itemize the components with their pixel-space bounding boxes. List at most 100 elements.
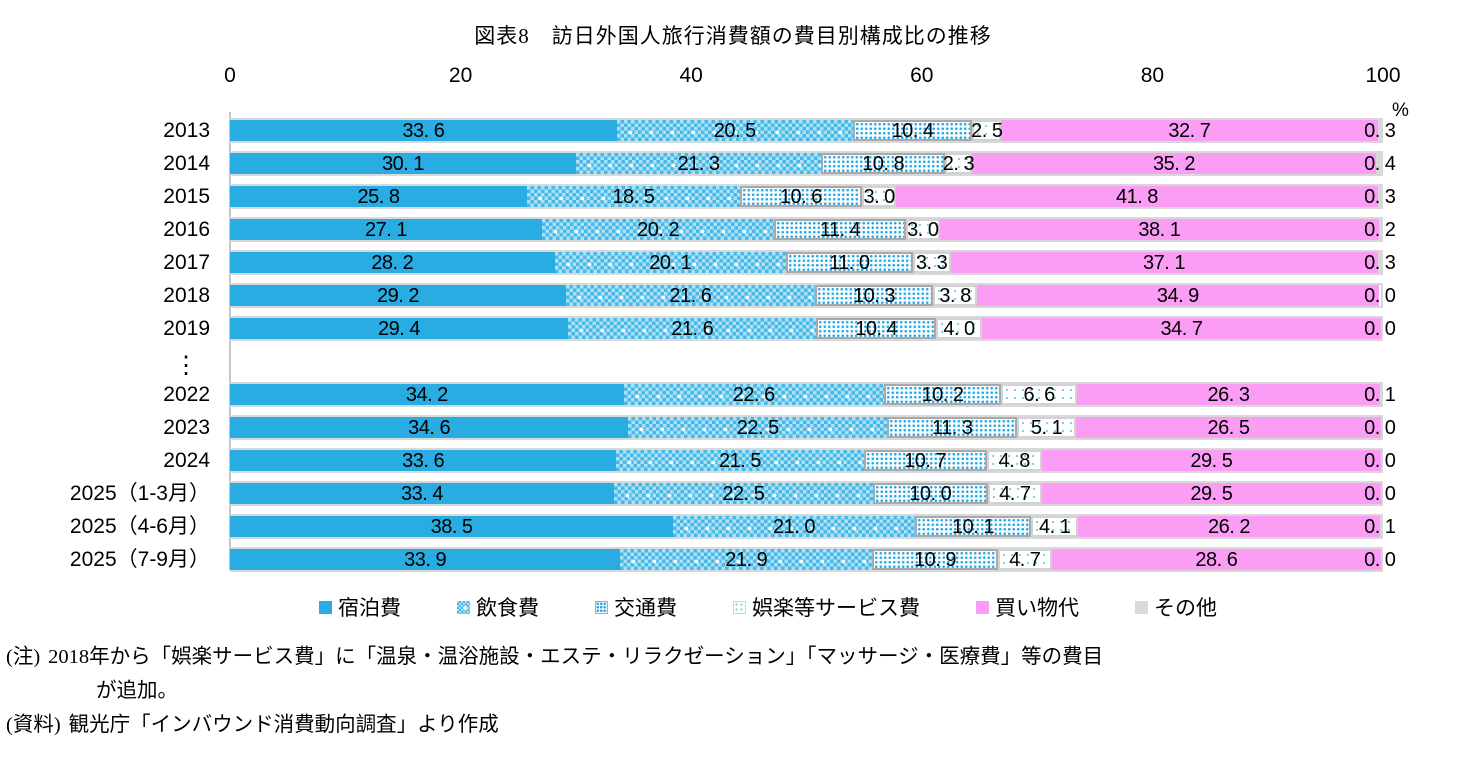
segment-food: 20. 2 (541, 218, 775, 241)
value-label-other: 0. 0 (1364, 482, 1396, 505)
segment-food: 21. 0 (673, 516, 915, 537)
segment-transport: 11. 3 (887, 416, 1018, 439)
value-label: 4. 1 (1038, 515, 1071, 538)
segment-entertainment: 3. 0 (861, 186, 897, 207)
value-label: 34. 7 (1160, 317, 1203, 340)
value-label: 10. 1 (951, 515, 994, 538)
value-label: 38. 5 (430, 515, 473, 538)
bar-row: 2014 30. 1 21. 3 10. 8 2. 3 35. 2 0. 4 (0, 151, 1466, 176)
segment-lodging: 33. 4 (230, 482, 615, 505)
stacked-bar: 25. 8 18. 5 10. 6 3. 0 41. 8 0. 3 (230, 184, 1396, 209)
stacked-bar-chart: 0 20 40 60 80 100 % 2013 33. 6 20. 5 10. 4 2. 5 32… (0, 64, 1466, 572)
segment-entertainment: 3. 0 (905, 218, 941, 241)
segment-transport: 11. 4 (774, 218, 906, 241)
notes: (注) 2018年から「娯楽サービス費」に「温泉・温浴施設・エステ・リラクゼーショ… (0, 640, 1466, 742)
segment-lodging: 29. 4 (230, 318, 569, 339)
segment-entertainment: 3. 8 (933, 285, 977, 306)
segment-entertainment: 4. 7 (987, 483, 1042, 504)
year-label: 2013 (163, 119, 210, 142)
bar-row: 2025（1-3月） 33. 4 22. 5 10. 0 4. 7 29. 5 0. 0 (0, 481, 1466, 506)
value-label: 20. 2 (637, 218, 680, 241)
value-label: 37. 1 (1143, 251, 1185, 274)
value-label: 11. 0 (828, 251, 870, 274)
segment-lodging: 30. 1 (230, 152, 577, 175)
value-label: 30. 1 (382, 152, 425, 175)
legend-item-transport: 交通費 (595, 592, 677, 622)
segment-shopping: 26. 2 (1078, 516, 1380, 537)
value-label: 26. 5 (1207, 416, 1250, 439)
value-label: 20. 5 (713, 119, 756, 142)
figure-title: 図表8 訪日外国人旅行消費額の費目別構成比の推移 (474, 24, 992, 48)
segment-lodging: 34. 2 (230, 384, 624, 405)
value-label-other: 0. 1 (1364, 515, 1396, 538)
value-label: 3. 0 (907, 218, 939, 241)
value-label-other: 0. 0 (1364, 416, 1396, 439)
value-label: 29. 2 (377, 284, 420, 307)
axis-tick: 40 (679, 64, 703, 87)
value-label: 33. 9 (404, 548, 447, 571)
segment-lodging: 33. 9 (230, 548, 621, 571)
stacked-bar: 34. 6 22. 5 11. 3 5. 1 26. 5 0. 0 (230, 415, 1396, 440)
segment-transport: 10. 8 (821, 153, 946, 174)
year-label: 2024 (163, 449, 210, 472)
year-label: 2017 (163, 251, 210, 274)
value-label: 27. 1 (364, 218, 407, 241)
value-label: 35. 2 (1153, 152, 1196, 175)
value-label: 21. 5 (718, 449, 761, 472)
segment-lodging: 28. 2 (230, 252, 555, 273)
stacked-bar: 29. 4 21. 6 10. 4 4. 0 34. 7 0. 0 (230, 316, 1396, 341)
ellipsis-label: ⋮ (174, 351, 198, 379)
segment-shopping: 41. 8 (896, 186, 1378, 207)
value-label: 10. 6 (779, 185, 822, 208)
value-label: 22. 6 (732, 383, 775, 406)
legend-label: その他 (1154, 597, 1217, 620)
segment-entertainment: 6. 6 (1001, 384, 1078, 405)
value-label: 10. 9 (913, 548, 956, 571)
segment-transport: 10. 2 (883, 384, 1002, 405)
value-label: 11. 4 (819, 218, 861, 241)
segment-transport: 10. 6 (739, 185, 862, 208)
value-label: 33. 6 (402, 119, 445, 142)
value-label: 38. 1 (1138, 218, 1181, 241)
segment-transport: 10. 9 (872, 548, 998, 571)
axis-tick: 0 (224, 64, 236, 87)
segment-food: 20. 1 (554, 252, 786, 273)
segment-transport: 10. 7 (863, 450, 987, 471)
stacked-bar: 34. 2 22. 6 10. 2 6. 6 26. 3 0. 1 (230, 382, 1396, 407)
value-label: 33. 4 (401, 482, 444, 505)
segment-transport: 10. 0 (872, 483, 988, 504)
value-label: 21. 3 (677, 152, 720, 175)
value-label-other: 0. 4 (1364, 152, 1396, 175)
value-label-other: 0. 1 (1364, 383, 1396, 406)
value-label: 22. 5 (722, 482, 765, 505)
axis-tick: 60 (910, 64, 934, 87)
segment-shopping: 34. 7 (982, 318, 1381, 339)
legend-swatch-entertainment-icon (733, 600, 746, 614)
segment-food: 21. 6 (568, 318, 817, 339)
segment-shopping: 29. 5 (1041, 450, 1382, 471)
axis-tick: 80 (1140, 64, 1165, 87)
segment-shopping: 34. 9 (976, 285, 1379, 306)
stacked-bar: 33. 6 20. 5 10. 4 2. 5 32. 7 0. 3 (230, 118, 1396, 143)
bar-row: 2018 29. 2 21. 6 10. 3 3. 8 34. 9 0. 0 (0, 283, 1466, 308)
value-label: 4. 8 (998, 449, 1031, 472)
segment-entertainment: 4. 1 (1031, 515, 1079, 538)
legend-item-other: その他 (1135, 592, 1217, 622)
stacked-bar: 29. 2 21. 6 10. 3 3. 8 34. 9 0. 0 (230, 283, 1396, 308)
bar-row: 2025（7-9月） 33. 9 21. 9 10. 9 4. 7 28. 6 0. 0 (0, 547, 1466, 572)
bar-row: 2024 33. 6 21. 5 10. 7 4. 8 29. 5 0. 0 (0, 448, 1466, 473)
stacked-bar: 27. 1 20. 2 11. 4 3. 0 38. 1 0. 2 (230, 217, 1396, 242)
value-label: 5. 1 (1030, 416, 1063, 439)
year-label: 2018 (163, 284, 210, 307)
segment-lodging: 38. 5 (230, 515, 674, 538)
segment-shopping: 26. 3 (1077, 384, 1380, 405)
segment-lodging: 25. 8 (230, 186, 527, 207)
year-label: 2025（4-6月） (69, 515, 210, 538)
value-label: 11. 3 (931, 416, 973, 439)
segment-transport: 10. 4 (852, 120, 973, 141)
segment-transport: 11. 0 (785, 251, 913, 274)
legend-item-food: 飲食費 (457, 592, 539, 622)
bar-row: 2015 25. 8 18. 5 10. 6 3. 0 41. 8 0. 3 (0, 184, 1466, 209)
year-label: 2022 (163, 383, 210, 406)
